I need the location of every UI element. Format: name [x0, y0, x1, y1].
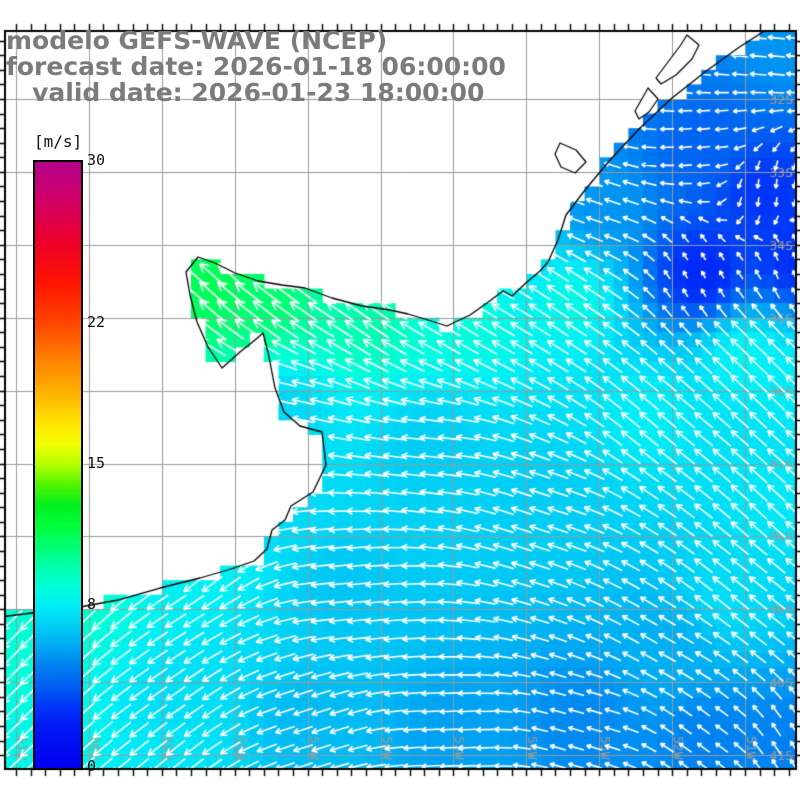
- colorbar-tick-label: 15: [87, 454, 106, 472]
- colorbar-gradient: [35, 162, 81, 768]
- colorbar: [33, 160, 83, 770]
- colorbar-tick-label: 8: [87, 595, 97, 614]
- forecast-date-label: forecast date: 2026-01-18 06:00:00: [6, 52, 506, 81]
- colorbar-tick-label: 30: [87, 151, 106, 169]
- colorbar-unit-label: [m/s]: [34, 132, 83, 151]
- valid-date-label: valid date: 2026-01-23 18:00:00: [6, 78, 485, 107]
- colorbar-tick-label: 0: [87, 757, 97, 775]
- model-name-title: modelo GEFS-WAVE (NCEP): [6, 26, 388, 55]
- colorbar-tick-label: 22: [87, 312, 106, 331]
